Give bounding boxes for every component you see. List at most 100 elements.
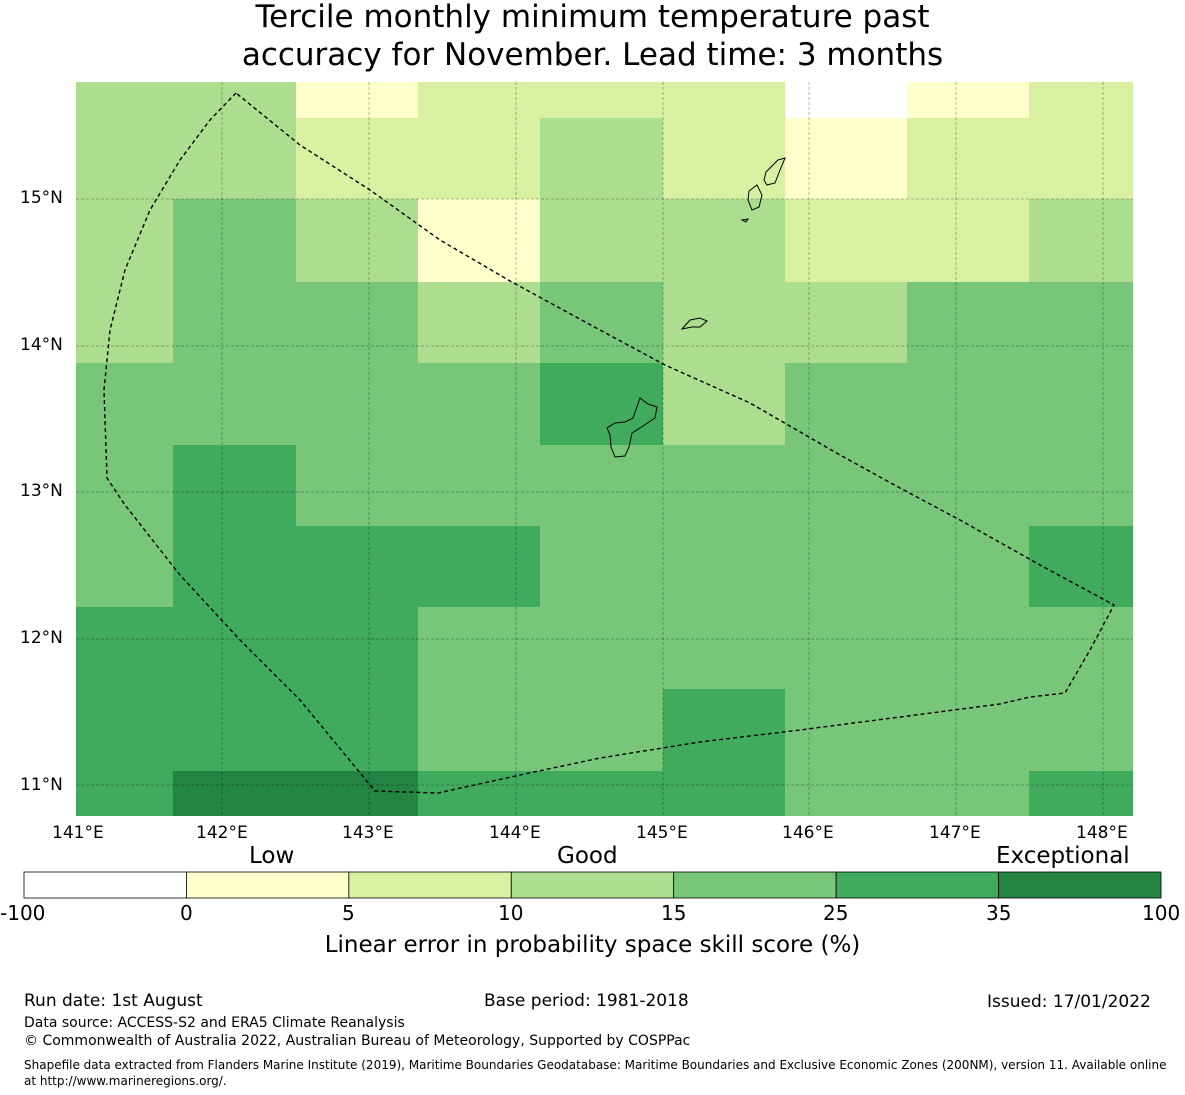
grid-cell — [76, 445, 173, 526]
lon-label-146: 146°E — [782, 823, 834, 843]
grid-cell — [785, 82, 907, 118]
lon-label-142: 142°E — [196, 823, 248, 843]
grid-cell — [663, 82, 785, 118]
colorbar-segment — [186, 871, 350, 899]
colorbar — [23, 871, 1162, 899]
grid-cell — [1029, 526, 1133, 607]
island-rota — [680, 317, 708, 330]
grid-cell — [173, 526, 296, 607]
grid-cell — [663, 607, 785, 689]
data-source: Data source: ACCESS-S2 and ERA5 Climate … — [24, 1015, 405, 1031]
grid-cell — [907, 771, 1029, 816]
lat-label-14: 14°N — [20, 335, 63, 355]
grid-cell — [296, 199, 418, 282]
grid-cell — [1029, 199, 1133, 282]
grid-cell — [540, 526, 663, 607]
island-saipan — [747, 184, 763, 211]
grid-cell — [296, 282, 418, 363]
grid-cell — [663, 771, 785, 816]
grid-cell — [663, 689, 785, 771]
grid-cell — [76, 607, 173, 689]
grid-cell — [173, 363, 296, 445]
grid-cell — [907, 282, 1029, 363]
grid-cell — [663, 363, 785, 445]
grid-cell — [1029, 82, 1133, 118]
map-title: Tercile monthly minimum temperature past… — [0, 0, 1185, 74]
grid-cell — [907, 607, 1029, 689]
grid-cell — [540, 607, 663, 689]
colorbar-segment — [348, 871, 512, 899]
grid-cell — [418, 118, 540, 199]
colorbar-tick-10: 10 — [498, 901, 524, 925]
lon-label-148: 148°E — [1076, 823, 1128, 843]
grid-cell — [76, 199, 173, 282]
colorbar-segment — [998, 871, 1162, 899]
grid-cell — [540, 282, 663, 363]
grid-cell — [76, 526, 173, 607]
grid-cell — [418, 282, 540, 363]
grid-cell — [173, 689, 296, 771]
title-line-1: Tercile monthly minimum temperature past — [255, 0, 930, 35]
grid-cell — [76, 118, 173, 199]
grid-cell — [663, 282, 785, 363]
grid-cell — [907, 363, 1029, 445]
grid-cell — [418, 771, 540, 816]
lon-label-147: 147°E — [929, 823, 981, 843]
graticule — [76, 82, 1133, 816]
colorbar-tick-15: 15 — [661, 901, 687, 925]
colorbar-tick-100: 100 — [1142, 901, 1181, 925]
lat-label-11: 11°N — [20, 775, 63, 795]
grid-cell — [296, 363, 418, 445]
grid-cell — [663, 445, 785, 526]
grid-cell — [663, 526, 785, 607]
grid-cell — [173, 282, 296, 363]
grid-cell — [785, 363, 907, 445]
grid-cell — [418, 82, 540, 118]
grid-cell — [1029, 771, 1133, 816]
island-north — [763, 157, 786, 186]
lat-label-15: 15°N — [20, 188, 63, 208]
grid-cell — [1029, 607, 1133, 689]
grid-cell — [785, 199, 907, 282]
lon-label-145: 145°E — [636, 823, 688, 843]
shapefile-credit: Shapefile data extracted from Flanders M… — [24, 1057, 1184, 1089]
colorbar-segment — [673, 871, 837, 899]
run-date: Run date: 1st August — [24, 991, 203, 1011]
islands — [606, 157, 786, 458]
grid-cell — [785, 771, 907, 816]
eez-boundary — [103, 92, 1115, 794]
grid-cell — [296, 445, 418, 526]
grid-cell — [907, 526, 1029, 607]
grid-cell — [173, 118, 296, 199]
grid-cell — [173, 607, 296, 689]
grid-cell — [785, 445, 907, 526]
colorbar-tick-5: 5 — [342, 901, 355, 925]
grid-cell — [907, 118, 1029, 199]
grid-cell — [296, 607, 418, 689]
grid-cell — [76, 689, 173, 771]
lat-label-12: 12°N — [20, 628, 63, 648]
lat-label-13: 13°N — [20, 481, 63, 501]
grid-cell — [540, 363, 663, 445]
colorbar-word-low: Low — [249, 843, 295, 869]
grid-cell — [540, 199, 663, 282]
grid-cell — [296, 118, 418, 199]
base-period: Base period: 1981-2018 — [484, 991, 689, 1011]
grid-cell — [173, 82, 296, 118]
grid-cell — [418, 689, 540, 771]
island-tinian — [740, 218, 750, 223]
grid-cell — [540, 771, 663, 816]
island-guam — [606, 397, 658, 458]
grid-cell — [76, 282, 173, 363]
grid-cell — [418, 363, 540, 445]
eez-boundary-line — [103, 92, 1115, 794]
lon-label-143: 143°E — [342, 823, 394, 843]
grid-cell — [296, 689, 418, 771]
grid-cell — [907, 689, 1029, 771]
colorbar-segment — [835, 871, 999, 899]
grid-cell — [785, 526, 907, 607]
colorbar-label: Linear error in probability space skill … — [324, 932, 861, 958]
grid-cell — [296, 526, 418, 607]
grid-cell — [1029, 282, 1133, 363]
